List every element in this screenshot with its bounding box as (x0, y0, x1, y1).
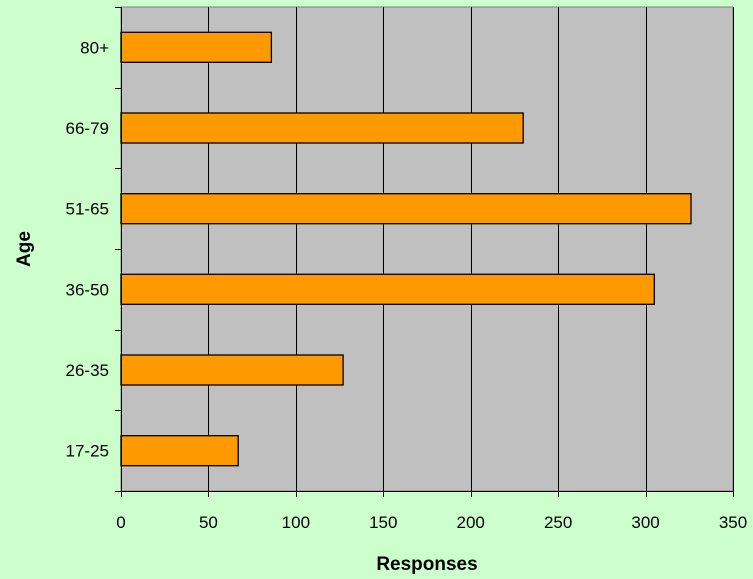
bar-66-79 (120, 112, 524, 144)
bar-36-50 (120, 273, 655, 305)
x-tick-label: 100 (282, 513, 310, 532)
y-tick-label: 26-35 (66, 361, 109, 380)
bar-80+ (120, 31, 273, 63)
y-tick-labels: 17-25 26-35 36-50 51-65 66-79 80+ (66, 38, 110, 460)
bar-26-35 (120, 354, 344, 386)
axes (115, 7, 734, 497)
x-tick-label: 200 (457, 513, 485, 532)
x-tick-label: 0 (116, 513, 125, 532)
x-tick-labels: 0 50 100 150 200 250 300 350 (116, 513, 747, 532)
bars (120, 31, 692, 467)
x-tick-label: 350 (719, 513, 747, 532)
x-tick-label: 50 (199, 513, 218, 532)
y-tick-label: 51-65 (66, 200, 109, 219)
bar-17-25 (120, 435, 239, 467)
y-tick-label: 17-25 (66, 442, 109, 461)
x-tick-label: 250 (544, 513, 572, 532)
y-tick-label: 36-50 (66, 280, 109, 299)
bar-51-65 (120, 193, 692, 225)
y-tick-label: 80+ (80, 38, 109, 57)
x-tick-label: 150 (369, 513, 397, 532)
y-axis-title: Age (14, 231, 35, 267)
plot-area (120, 6, 734, 492)
gridlines (208, 7, 734, 491)
x-tick-label: 300 (631, 513, 659, 532)
x-axis-title: Responses (376, 554, 477, 575)
y-tick-label: 66-79 (66, 119, 109, 138)
